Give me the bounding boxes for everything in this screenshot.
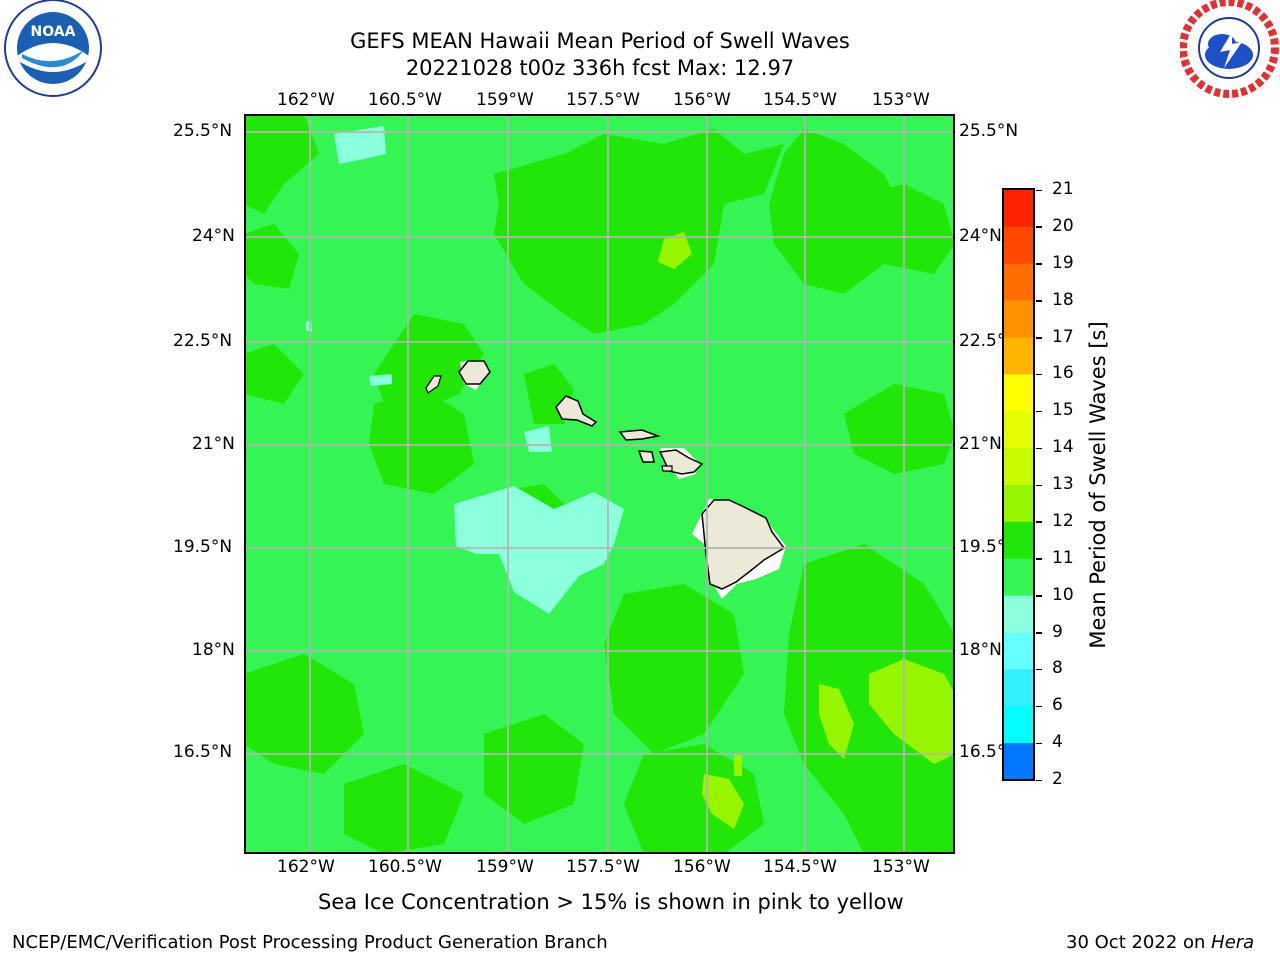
- colorbar-tick-mark: [1036, 337, 1042, 339]
- colorbar-cell: [1004, 263, 1034, 302]
- colorbar-cell: [1004, 558, 1034, 597]
- colorbar-tick-mark: [1036, 373, 1042, 376]
- colorbar-tick-label: 20: [1052, 215, 1074, 236]
- colorbar-tick-label: 8: [1052, 658, 1063, 679]
- lon-label-bottom: 154.5°W: [763, 857, 837, 877]
- lon-label-top: 153°W: [872, 90, 930, 110]
- lon-label-bottom: 157.5°W: [566, 857, 640, 877]
- colorbar-label: Mean Period of Swell Waves [s]: [1086, 321, 1110, 649]
- sea-ice-note: Sea Ice Concentration > 15% is shown in …: [318, 890, 904, 914]
- lat-label-left: 25.5°N: [173, 121, 233, 141]
- colorbar-tick-label: 14: [1052, 437, 1074, 458]
- swell-region-9-10: [306, 126, 624, 614]
- colorbar-tick-label: 10: [1052, 584, 1074, 605]
- colorbar-tick-label: 13: [1052, 474, 1074, 494]
- date-text: 30 Oct 2022 on: [1066, 932, 1212, 953]
- colorbar-cell: [1004, 669, 1034, 707]
- colorbar-tick-mark: [1036, 263, 1042, 265]
- colorbar-tick-label: 16: [1052, 363, 1074, 384]
- colorbar-cell: [1004, 448, 1034, 486]
- lat-label-left: 18°N: [192, 640, 235, 660]
- lat-label-right: 18°N: [959, 640, 1002, 660]
- colorbar-tick-mark: [1036, 779, 1042, 781]
- date-stamp: 30 Oct 2022 on Hera: [1066, 932, 1254, 953]
- colorbar-cell: [1004, 632, 1034, 670]
- lon-label-bottom: 160.5°W: [368, 857, 442, 877]
- lon-label-top: 157.5°W: [566, 90, 640, 110]
- credit-text: NCEP/EMC/Verification Post Processing Pr…: [12, 932, 608, 953]
- lat-label-right: 21°N: [959, 434, 1002, 454]
- lat-label-left: 19.5°N: [173, 537, 233, 557]
- colorbar-tick-label: 19: [1052, 252, 1074, 273]
- colorbar-tick-mark: [1036, 189, 1042, 191]
- colorbar-cell: [1004, 706, 1034, 744]
- hawaiian-islands: [425, 360, 786, 599]
- colorbar-cell: [1004, 521, 1034, 560]
- colorbar-tick-mark: [1036, 300, 1042, 302]
- colorbar-cell: [1004, 411, 1034, 449]
- lon-label-top: 159°W: [476, 90, 534, 110]
- lon-label-bottom: 162°W: [277, 857, 335, 877]
- colorbar[interactable]: [1002, 188, 1036, 782]
- lon-label-top: 162°W: [277, 90, 335, 110]
- lat-label-right: 25.5°N: [959, 121, 1019, 141]
- colorbar-tick-label: 17: [1052, 326, 1074, 347]
- map-title-line2: 20221028 t00z 336h fcst Max: 12.97: [405, 56, 795, 80]
- lon-label-top: 160.5°W: [368, 90, 442, 110]
- lon-label-top: 156°W: [673, 90, 731, 110]
- colorbar-tick-mark: [1036, 226, 1042, 228]
- colorbar-cell: [1004, 300, 1034, 338]
- lat-label-left: 16.5°N: [173, 742, 233, 762]
- colorbar-cell: [1004, 595, 1034, 633]
- colorbar-cell: [1004, 226, 1034, 265]
- colorbar-tick-label: 21: [1052, 179, 1074, 199]
- colorbar-tick-mark: [1036, 558, 1042, 560]
- noaa-logo-text: NOAA: [31, 24, 76, 40]
- colorbar-tick-label: 15: [1052, 400, 1074, 421]
- map-panel[interactable]: [244, 114, 955, 854]
- map-gridlines: [244, 114, 955, 854]
- colorbar-tick-mark: [1036, 668, 1042, 671]
- colorbar-tick-mark: [1036, 521, 1042, 523]
- colorbar-tick-label: 6: [1052, 695, 1063, 716]
- lat-label-right: 24°N: [959, 226, 1002, 246]
- lon-label-bottom: 159°W: [476, 857, 534, 877]
- colorbar-tick-label: 2: [1052, 769, 1063, 789]
- colorbar-cell: [1004, 190, 1034, 228]
- lat-label-left: 24°N: [192, 226, 235, 246]
- host-name: Hera: [1211, 932, 1255, 953]
- colorbar-cell: [1004, 374, 1034, 412]
- noaa-logo: NOAA: [4, 0, 102, 97]
- lon-label-top: 154.5°W: [763, 90, 837, 110]
- lon-label-bottom: 153°W: [872, 857, 930, 877]
- map-frame: [244, 114, 955, 854]
- colorbar-cell: [1004, 743, 1034, 781]
- colorbar-tick-mark: [1036, 484, 1042, 486]
- map-title-line1: GEFS MEAN Hawaii Mean Period of Swell Wa…: [350, 29, 850, 53]
- nws-logo: [1180, 0, 1279, 98]
- colorbar-tick-mark: [1036, 632, 1042, 634]
- colorbar-tick-label: 11: [1052, 547, 1074, 568]
- colorbar-cell: [1004, 337, 1034, 375]
- lat-label-left: 22.5°N: [173, 331, 233, 351]
- lon-label-bottom: 156°W: [673, 857, 731, 877]
- colorbar-tick-label: 9: [1052, 621, 1063, 642]
- lat-label-left: 21°N: [192, 434, 235, 454]
- colorbar-tick-mark: [1036, 447, 1042, 450]
- colorbar-tick-mark: [1036, 595, 1042, 597]
- colorbar-tick-label: 18: [1052, 289, 1074, 310]
- colorbar-tick-mark: [1036, 742, 1042, 745]
- colorbar-tick-label: 4: [1052, 732, 1063, 753]
- colorbar-tick-mark: [1036, 410, 1042, 413]
- colorbar-cell: [1004, 485, 1034, 523]
- swell-region-12-13: [658, 232, 955, 829]
- colorbar-tick-mark: [1036, 705, 1042, 708]
- colorbar-tick-label: 12: [1052, 510, 1074, 531]
